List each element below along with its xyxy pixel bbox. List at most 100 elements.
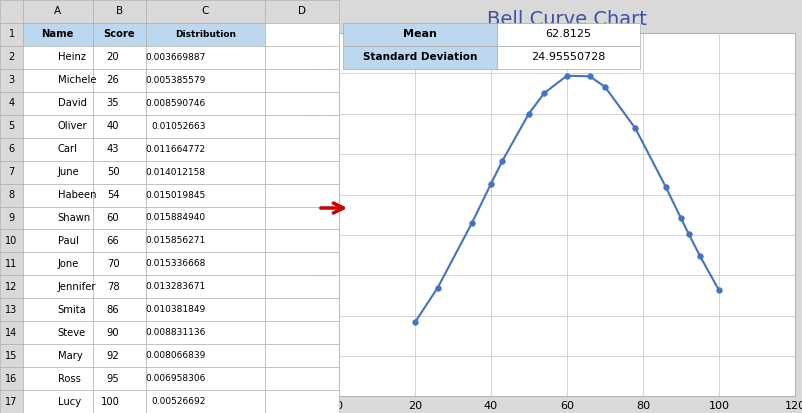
- Bar: [265, 115, 338, 138]
- Text: 50: 50: [107, 167, 119, 177]
- Bar: [92, 321, 146, 344]
- Text: 92: 92: [107, 351, 119, 361]
- Text: 3: 3: [9, 75, 14, 85]
- Bar: [92, 390, 146, 413]
- Bar: [92, 115, 146, 138]
- Bar: [265, 230, 338, 252]
- Bar: [23, 344, 92, 367]
- Bar: [92, 161, 146, 183]
- Bar: [146, 275, 265, 298]
- Bar: [92, 46, 146, 69]
- Bar: [265, 161, 338, 183]
- Bar: [146, 92, 265, 115]
- Bar: [23, 138, 92, 161]
- Bar: [92, 206, 146, 230]
- Bar: [23, 115, 92, 138]
- Text: Mary: Mary: [58, 351, 83, 361]
- Bar: [0, 252, 23, 275]
- Text: Paul: Paul: [58, 236, 79, 246]
- Bar: [265, 206, 338, 230]
- Bar: [265, 23, 338, 46]
- Text: 35: 35: [107, 98, 119, 108]
- Bar: [146, 344, 265, 367]
- Bar: [92, 183, 146, 206]
- Text: 4: 4: [9, 98, 14, 108]
- Bar: [265, 298, 338, 321]
- Text: 40: 40: [107, 121, 119, 131]
- Text: 7: 7: [8, 167, 14, 177]
- Text: 10: 10: [6, 236, 18, 246]
- Bar: [23, 367, 92, 390]
- Bar: [265, 321, 338, 344]
- Bar: [92, 92, 146, 115]
- Bar: [0, 0, 23, 23]
- Text: 90: 90: [107, 328, 119, 338]
- Bar: [146, 367, 265, 390]
- Text: 13: 13: [6, 305, 18, 315]
- Bar: [23, 69, 92, 92]
- Bar: [265, 275, 338, 298]
- Text: Heinz: Heinz: [58, 52, 86, 62]
- Bar: [265, 367, 338, 390]
- Bar: [496, 23, 639, 46]
- Bar: [0, 367, 23, 390]
- Bar: [92, 138, 146, 161]
- Text: 1: 1: [9, 29, 14, 39]
- Bar: [92, 230, 146, 252]
- Text: 0.015336668: 0.015336668: [145, 259, 205, 268]
- Text: 100: 100: [100, 396, 119, 406]
- Bar: [146, 69, 265, 92]
- Bar: [92, 298, 146, 321]
- Text: 0.006958306: 0.006958306: [145, 374, 205, 383]
- Text: Ross: Ross: [58, 374, 80, 384]
- Bar: [0, 161, 23, 183]
- Bar: [146, 390, 265, 413]
- Bar: [23, 390, 92, 413]
- Text: 0.01052663: 0.01052663: [151, 122, 205, 131]
- Bar: [342, 23, 496, 46]
- Bar: [23, 230, 92, 252]
- Bar: [265, 344, 338, 367]
- Bar: [23, 321, 92, 344]
- Text: 0.011664772: 0.011664772: [145, 145, 205, 154]
- Bar: [0, 230, 23, 252]
- Text: 95: 95: [107, 374, 119, 384]
- Text: C: C: [201, 7, 209, 17]
- Text: 12: 12: [6, 282, 18, 292]
- Text: 15: 15: [6, 351, 18, 361]
- Text: 0.008066839: 0.008066839: [145, 351, 205, 360]
- Bar: [265, 183, 338, 206]
- Text: 0.003669887: 0.003669887: [145, 53, 205, 62]
- Bar: [0, 69, 23, 92]
- Text: Score: Score: [103, 29, 135, 39]
- Bar: [0, 183, 23, 206]
- Text: 16: 16: [6, 374, 18, 384]
- Text: 0.015019845: 0.015019845: [145, 190, 205, 199]
- Text: 54: 54: [107, 190, 119, 200]
- Bar: [265, 46, 338, 69]
- Text: Name: Name: [42, 29, 74, 39]
- Bar: [92, 23, 146, 46]
- Bar: [146, 321, 265, 344]
- Text: 62.8125: 62.8125: [545, 29, 591, 39]
- Bar: [0, 321, 23, 344]
- Bar: [0, 138, 23, 161]
- Text: 11: 11: [6, 259, 18, 269]
- Bar: [146, 298, 265, 321]
- Text: Carl: Carl: [58, 144, 78, 154]
- Bar: [146, 0, 265, 23]
- Text: Michele: Michele: [58, 75, 96, 85]
- Bar: [265, 69, 338, 92]
- Bar: [92, 0, 146, 23]
- Bar: [0, 344, 23, 367]
- Text: 5: 5: [8, 121, 14, 131]
- Bar: [0, 92, 23, 115]
- Text: 0.008831136: 0.008831136: [145, 328, 205, 337]
- Bar: [23, 92, 92, 115]
- Text: 70: 70: [107, 259, 119, 269]
- Bar: [92, 367, 146, 390]
- Text: 43: 43: [107, 144, 119, 154]
- Bar: [23, 161, 92, 183]
- Text: 24.95550728: 24.95550728: [531, 52, 606, 62]
- Text: Distribution: Distribution: [175, 30, 236, 39]
